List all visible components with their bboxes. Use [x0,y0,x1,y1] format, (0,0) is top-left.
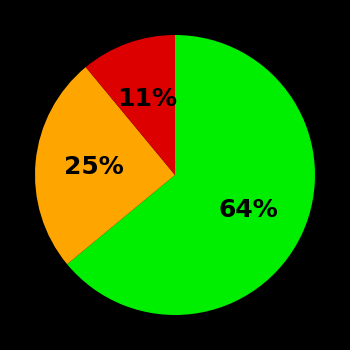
Wedge shape [35,67,175,264]
Text: 11%: 11% [118,86,177,111]
Wedge shape [86,35,175,175]
Text: 25%: 25% [64,155,124,179]
Text: 64%: 64% [219,197,278,222]
Wedge shape [67,35,315,315]
